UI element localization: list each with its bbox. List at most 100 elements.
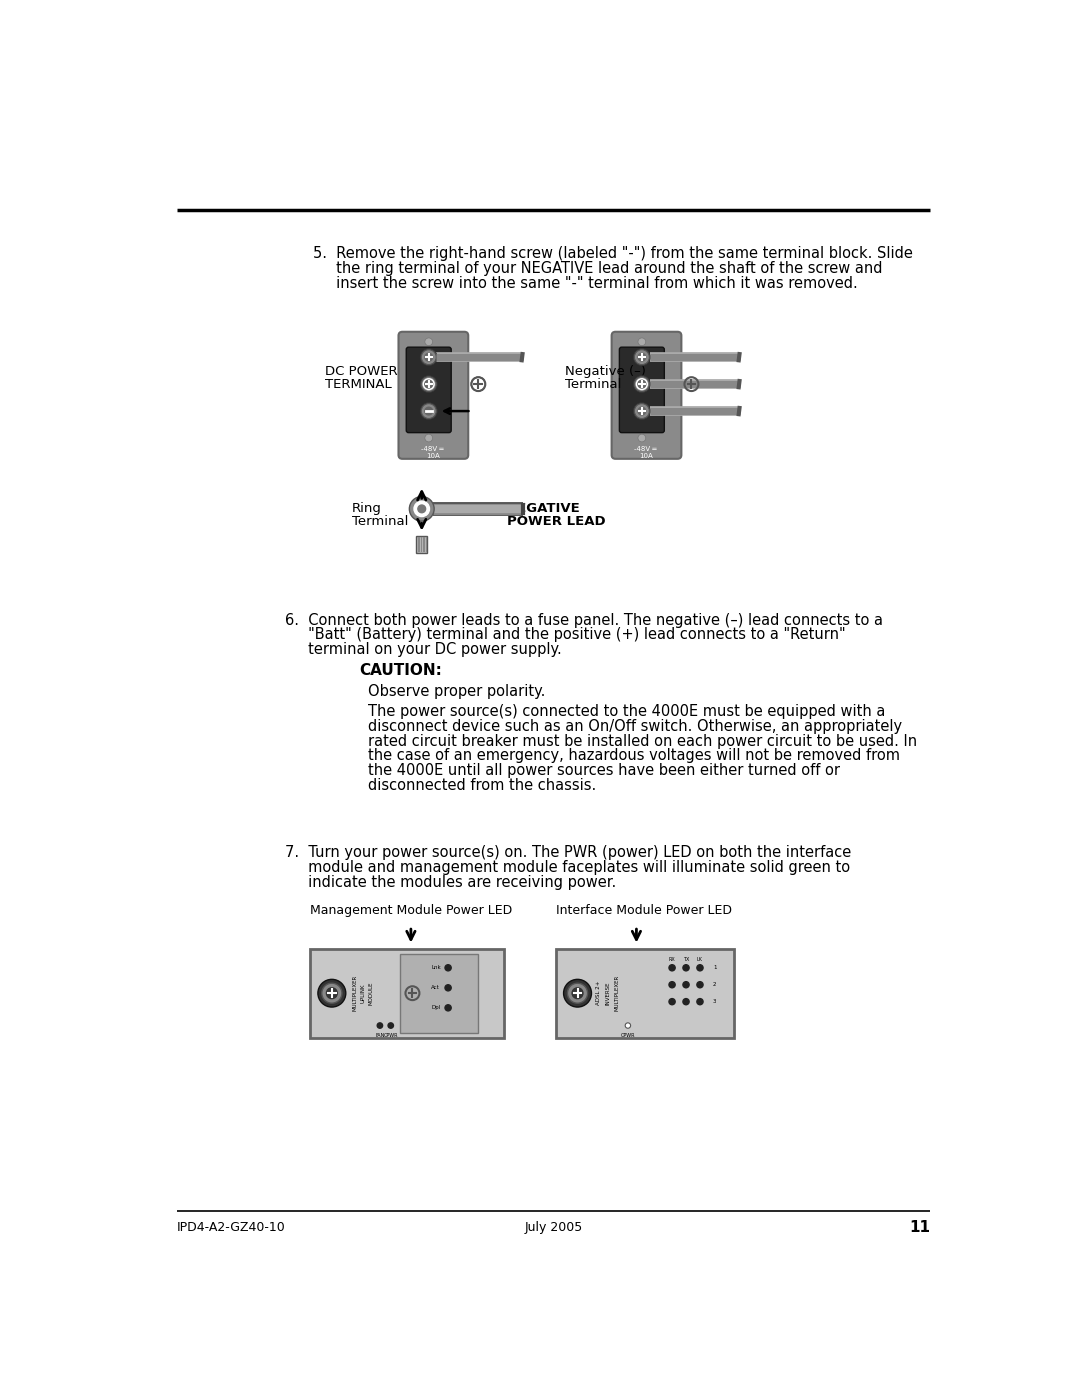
Text: disconnected from the chassis.: disconnected from the chassis. bbox=[367, 777, 596, 793]
Text: LK: LK bbox=[697, 958, 703, 962]
Circle shape bbox=[669, 998, 675, 1005]
Text: Lnk: Lnk bbox=[431, 965, 441, 970]
Circle shape bbox=[638, 338, 646, 345]
Circle shape bbox=[424, 407, 433, 415]
Text: -48V ═: -48V ═ bbox=[421, 446, 444, 452]
Text: INVERSE: INVERSE bbox=[605, 981, 610, 1005]
Circle shape bbox=[633, 403, 650, 419]
Text: TERMINAL: TERMINAL bbox=[325, 379, 392, 391]
Circle shape bbox=[669, 981, 675, 988]
FancyBboxPatch shape bbox=[556, 949, 734, 1037]
Circle shape bbox=[636, 405, 648, 417]
Text: "Batt" (Battery) terminal and the positive (+) lead connects to a "Return": "Batt" (Battery) terminal and the positi… bbox=[284, 628, 846, 643]
Circle shape bbox=[424, 380, 433, 389]
Text: 6.  Connect both power leads to a fuse panel. The negative (–) lead connects to : 6. Connect both power leads to a fuse pa… bbox=[284, 612, 882, 628]
Text: Management Module Power LED: Management Module Power LED bbox=[310, 905, 512, 917]
Circle shape bbox=[638, 380, 646, 389]
Circle shape bbox=[567, 983, 588, 1004]
Text: module and management module faceplates will illuminate solid green to: module and management module faceplates … bbox=[284, 860, 850, 875]
Text: 11: 11 bbox=[909, 1220, 930, 1234]
Text: disconnect device such as an On/Off switch. Otherwise, an appropriately: disconnect device such as an On/Off swit… bbox=[367, 719, 902, 734]
Text: -48V ═: -48V ═ bbox=[634, 446, 657, 452]
Text: RX: RX bbox=[669, 958, 675, 962]
Circle shape bbox=[697, 981, 703, 988]
Circle shape bbox=[388, 1023, 393, 1029]
Circle shape bbox=[572, 988, 583, 998]
Text: ADSL 2+: ADSL 2+ bbox=[596, 981, 600, 1005]
Circle shape bbox=[633, 348, 650, 366]
Circle shape bbox=[697, 998, 703, 1005]
Text: Act: Act bbox=[431, 986, 440, 990]
Text: FAN: FAN bbox=[375, 1033, 384, 1039]
Text: 5.  Remove the right-hand screw (labeled "-") from the same terminal block. Slid: 5. Remove the right-hand screw (labeled … bbox=[313, 246, 913, 261]
Text: Ring: Ring bbox=[352, 502, 382, 516]
Text: CPWR: CPWR bbox=[383, 1033, 399, 1039]
Circle shape bbox=[422, 377, 435, 390]
Circle shape bbox=[422, 405, 435, 417]
Text: 10A: 10A bbox=[426, 453, 440, 459]
Circle shape bbox=[424, 338, 433, 345]
Bar bbox=[400, 953, 477, 1033]
Text: rated circuit breaker must be installed on each power circuit to be used. In: rated circuit breaker must be installed … bbox=[367, 734, 917, 749]
Text: Dpl: Dpl bbox=[431, 1005, 441, 1011]
Text: MULTIPLEXER: MULTIPLEXER bbox=[352, 974, 357, 1011]
FancyBboxPatch shape bbox=[310, 949, 504, 1037]
FancyBboxPatch shape bbox=[399, 331, 469, 459]
Circle shape bbox=[683, 965, 689, 970]
Circle shape bbox=[418, 505, 426, 513]
Text: The power source(s) connected to the 4000E must be equipped with a: The power source(s) connected to the 400… bbox=[367, 705, 885, 720]
Text: 2: 2 bbox=[713, 983, 716, 987]
Text: Negative (–): Negative (–) bbox=[565, 365, 646, 379]
Text: MODULE: MODULE bbox=[368, 981, 373, 1005]
Text: indicate the modules are receiving power.: indicate the modules are receiving power… bbox=[284, 875, 616, 889]
Text: MULTIPLEXER: MULTIPLEXER bbox=[615, 974, 620, 1011]
Circle shape bbox=[322, 983, 342, 1004]
Text: DC POWER: DC POWER bbox=[325, 365, 397, 379]
Text: the case of an emergency, hazardous voltages will not be removed from: the case of an emergency, hazardous volt… bbox=[367, 748, 900, 763]
Circle shape bbox=[445, 965, 451, 970]
Circle shape bbox=[445, 984, 451, 991]
Circle shape bbox=[318, 980, 346, 1007]
Text: Terminal: Terminal bbox=[565, 379, 621, 391]
Circle shape bbox=[420, 403, 437, 419]
Circle shape bbox=[424, 354, 433, 361]
Text: UPLINK: UPLINK bbox=[361, 983, 365, 1002]
Circle shape bbox=[625, 1023, 631, 1029]
Circle shape bbox=[326, 988, 337, 998]
Text: NEGATIVE: NEGATIVE bbox=[507, 502, 581, 516]
Circle shape bbox=[638, 407, 646, 415]
Text: POWER LEAD: POWER LEAD bbox=[507, 516, 606, 528]
Text: 1: 1 bbox=[713, 965, 716, 970]
Circle shape bbox=[420, 376, 437, 393]
Circle shape bbox=[414, 500, 430, 517]
Bar bbox=[416, 535, 428, 552]
Circle shape bbox=[377, 1023, 382, 1029]
Text: the 4000E until all power sources have been either turned off or: the 4000E until all power sources have b… bbox=[367, 763, 839, 777]
Text: 10A: 10A bbox=[639, 453, 652, 459]
Circle shape bbox=[422, 351, 435, 363]
FancyBboxPatch shape bbox=[611, 331, 681, 459]
Circle shape bbox=[636, 351, 648, 363]
Circle shape bbox=[683, 998, 689, 1005]
Circle shape bbox=[424, 435, 433, 442]
Text: TX: TX bbox=[683, 958, 689, 962]
Text: CPWR: CPWR bbox=[621, 1033, 635, 1039]
Circle shape bbox=[633, 376, 650, 393]
Text: IPD4-A2-GZ40-10: IPD4-A2-GZ40-10 bbox=[177, 1220, 285, 1234]
Circle shape bbox=[638, 354, 646, 361]
Circle shape bbox=[564, 980, 592, 1007]
Circle shape bbox=[697, 965, 703, 970]
Text: July 2005: July 2005 bbox=[525, 1220, 582, 1234]
Text: Terminal: Terminal bbox=[352, 516, 408, 528]
Circle shape bbox=[420, 348, 437, 366]
Text: insert the screw into the same "-" terminal from which it was removed.: insert the screw into the same "-" termi… bbox=[313, 275, 858, 291]
Circle shape bbox=[683, 981, 689, 988]
Circle shape bbox=[409, 496, 434, 521]
Circle shape bbox=[669, 965, 675, 970]
Text: Observe proper polarity.: Observe proper polarity. bbox=[367, 685, 545, 699]
FancyBboxPatch shape bbox=[406, 347, 451, 432]
Text: terminal on your DC power supply.: terminal on your DC power supply. bbox=[284, 642, 562, 657]
Text: CAUTION:: CAUTION: bbox=[360, 663, 443, 678]
Text: 7.  Turn your power source(s) on. The PWR (power) LED on both the interface: 7. Turn your power source(s) on. The PWR… bbox=[284, 846, 851, 860]
Circle shape bbox=[445, 1005, 451, 1011]
